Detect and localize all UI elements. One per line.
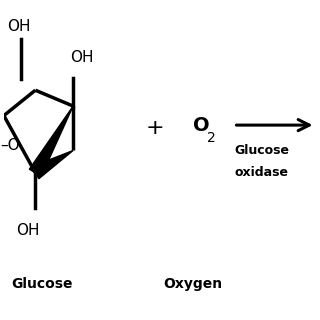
Text: –O: –O: [1, 138, 20, 153]
Text: O: O: [193, 116, 209, 135]
Text: OH: OH: [16, 223, 40, 238]
Polygon shape: [29, 106, 73, 176]
Text: OH: OH: [70, 50, 93, 65]
Text: OH: OH: [7, 19, 30, 34]
Text: Glucose: Glucose: [11, 277, 72, 291]
Text: +: +: [146, 118, 164, 138]
Text: Oxygen: Oxygen: [163, 277, 222, 291]
Text: Glucose: Glucose: [235, 144, 290, 157]
Text: oxidase: oxidase: [235, 166, 289, 179]
Text: 2: 2: [207, 131, 216, 145]
Polygon shape: [32, 150, 73, 179]
